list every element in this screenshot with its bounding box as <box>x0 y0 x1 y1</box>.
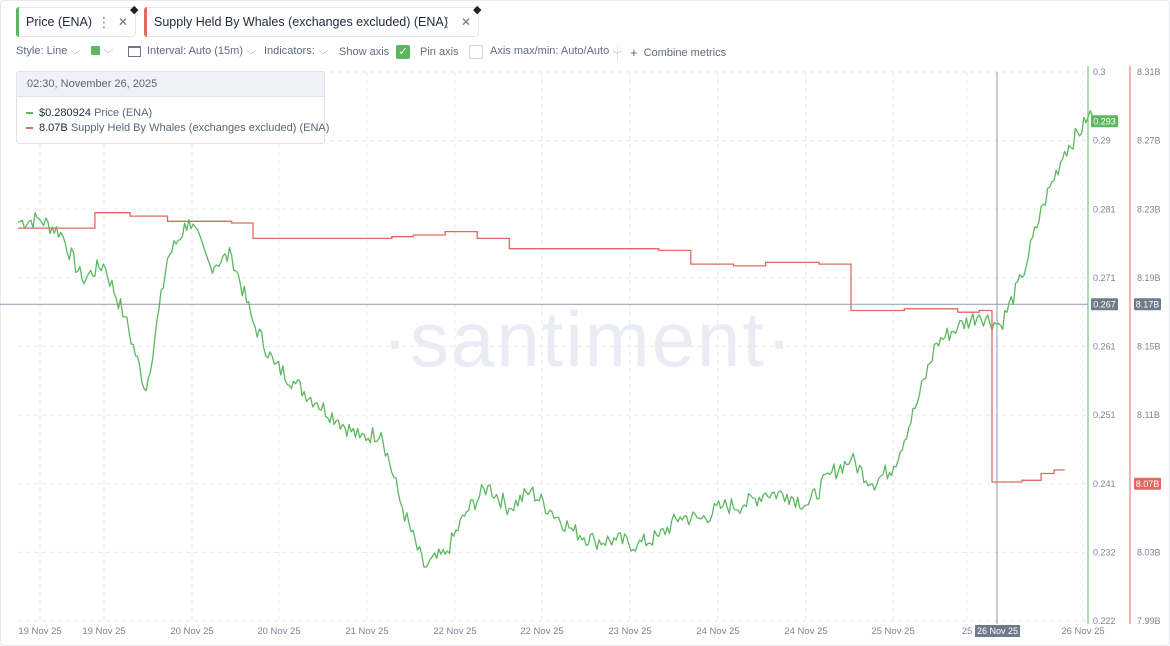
supply-series-line <box>18 212 1065 483</box>
chevron-down-icon: ⌵ <box>71 45 81 56</box>
plus-icon: + <box>630 45 638 60</box>
crosshair-supply-badge-text: 8.17B <box>1136 299 1160 309</box>
tooltip-label: Price (ENA) <box>94 107 153 119</box>
supply-axis-tick-label: 8.03B <box>1137 547 1161 557</box>
style-label: Style: Line <box>16 45 68 57</box>
style-dropdown[interactable]: Style: Line ⌵ <box>16 45 81 57</box>
supply-axis-tick-label: 8.11B <box>1137 410 1160 420</box>
show-axis-label: Show axis <box>339 46 390 58</box>
x-axis-tick-label: 24 Nov 25 <box>784 626 827 637</box>
crosshair-price-badge-text: 0.267 <box>1093 299 1116 309</box>
x-axis-tick-label: 19 Nov 25 <box>18 626 61 637</box>
price-axis-tick-label: 0.271 <box>1093 273 1116 283</box>
tooltip-row-price: $0.280924 Price (ENA) <box>26 107 152 119</box>
x-axis-tick-label: 25 Nov 25 <box>871 626 914 637</box>
tooltip-label: Supply Held By Whales (exchanges exclude… <box>70 122 330 134</box>
x-axis-tick-label: 22 Nov 25 <box>433 626 476 637</box>
x-axis-tick-label: 23 Nov 25 <box>608 626 651 637</box>
price-axis-tick-label: 0.241 <box>1093 479 1116 489</box>
metric-label-supply: Supply Held By Whales (exchanges exclude… <box>154 15 448 29</box>
price-axis-tick-label: 0.29 <box>1093 136 1111 146</box>
supply-axis-tick-label: 8.27B <box>1137 136 1161 146</box>
x-axis-tick-label: 20 Nov 25 <box>257 626 300 637</box>
metric-chip-supply[interactable]: Supply Held By Whales (exchanges exclude… <box>144 4 481 37</box>
price-axis-tick-label: 0.3 <box>1093 67 1106 77</box>
supply-last-badge-bg <box>1134 477 1161 490</box>
toolbar-divider <box>617 45 618 61</box>
tooltip-value: $0.280924 <box>39 107 91 119</box>
pin-axis-toggle[interactable]: Pin axis <box>420 45 483 59</box>
x-axis-tick-label: 25 <box>962 626 973 637</box>
tooltip-value: 8.07B <box>39 122 68 134</box>
price-axis-tick-label: 0.261 <box>1093 342 1116 352</box>
crosshair-date-badge-text: 26 Nov 25 <box>977 626 1018 636</box>
pin-axis-label: Pin axis <box>420 46 459 58</box>
tooltip-row-supply: 8.07B Supply Held By Whales (exchanges e… <box>26 122 329 134</box>
x-axis-tick-label: 24 Nov 25 <box>696 626 739 637</box>
supply-last-badge: 8.07B <box>1134 477 1161 490</box>
series-color-dash <box>26 112 33 115</box>
supply-axis-tick-label: 7.99B <box>1137 616 1161 626</box>
crosshair-date-badge-bg <box>975 625 1020 637</box>
color-dropdown[interactable]: ⌵ <box>91 45 114 56</box>
axis-maxmin-label: Axis max/min: Auto/Auto <box>490 45 610 57</box>
metric-color-bar <box>144 7 147 37</box>
show-axis-toggle[interactable]: Show axis ✓ <box>339 45 411 59</box>
chevron-down-icon: ⌵ <box>103 45 114 55</box>
combine-label: Combine metrics <box>643 46 727 59</box>
crosshair-price-badge: 0.267 <box>1091 298 1118 311</box>
checkbox-checked-icon[interactable]: ✓ <box>396 45 411 59</box>
price-axis-tick-label: 0.251 <box>1093 410 1116 420</box>
crosshair-supply-badge-bg <box>1134 298 1161 311</box>
supply-axis-tick-label: 8.19B <box>1137 273 1161 283</box>
price-last-badge: 0.293 <box>1091 115 1118 128</box>
price-series-line <box>17 110 1099 568</box>
supply-axis-tick-label: 8.31B <box>1137 67 1161 77</box>
price-last-badge-text: 0.293 <box>1093 116 1116 126</box>
chevron-down-icon: ⌵ <box>246 45 257 56</box>
crosshair-supply-badge: 8.17B <box>1134 298 1161 311</box>
chevron-down-icon: ⌵ <box>318 45 328 56</box>
x-axis-tick-label: 22 Nov 25 <box>520 626 563 637</box>
indicators-label: Indicators: <box>264 45 315 57</box>
x-axis-tick-label: 21 Nov 25 <box>345 626 388 637</box>
indicators-dropdown[interactable]: Indicators: ⌵ <box>264 45 328 57</box>
ethereum-icon: ◆ <box>130 4 139 16</box>
checkbox-unchecked-icon[interactable] <box>468 45 483 59</box>
price-axis-tick-label: 0.281 <box>1093 204 1116 214</box>
crosshair-date-badge: 26 Nov 25 <box>975 625 1020 637</box>
metric-label-price: Price (ENA) <box>26 15 92 29</box>
supply-axis-tick-label: 8.15B <box>1137 342 1161 352</box>
calendar-icon <box>128 45 141 57</box>
close-icon[interactable]: ✕ <box>461 15 472 29</box>
series-color-dash <box>26 127 33 130</box>
tooltip: 02:30, November 26, 2025 $0.280924 Price… <box>16 71 329 144</box>
ethereum-icon: ◆ <box>473 4 482 16</box>
color-swatch-icon <box>91 46 100 55</box>
metric-color-bar <box>16 7 19 37</box>
crosshair-price-badge-bg <box>1091 298 1118 311</box>
x-axis-tick-label: 20 Nov 25 <box>170 626 213 637</box>
interval-dropdown[interactable]: Interval: Auto (15m) ⌵ <box>128 45 257 57</box>
x-axis-tick-label: 26 Nov 25 <box>1061 626 1104 637</box>
supply-last-badge-text: 8.07B <box>1136 479 1160 489</box>
price-axis-tick-label: 0.232 <box>1093 547 1116 557</box>
tooltip-timestamp: 02:30, November 26, 2025 <box>17 72 324 97</box>
interval-label: Interval: Auto (15m) <box>147 45 243 57</box>
more-options-icon[interactable]: ⋮ <box>440 14 454 30</box>
santiment-watermark: ·santiment· <box>382 295 794 383</box>
more-options-icon[interactable]: ⋮ <box>97 14 111 30</box>
combine-metrics-button[interactable]: + Combine metrics <box>630 45 726 60</box>
price-last-badge-bg <box>1091 115 1118 128</box>
close-icon[interactable]: ✕ <box>118 15 129 29</box>
metric-chip-price[interactable]: Price (ENA) ⋮ ✕ ◆ <box>16 4 138 37</box>
supply-axis-tick-label: 8.23B <box>1137 204 1161 214</box>
price-axis-tick-label: 0.222 <box>1093 616 1116 626</box>
x-axis-tick-label: 19 Nov 25 <box>82 626 125 637</box>
